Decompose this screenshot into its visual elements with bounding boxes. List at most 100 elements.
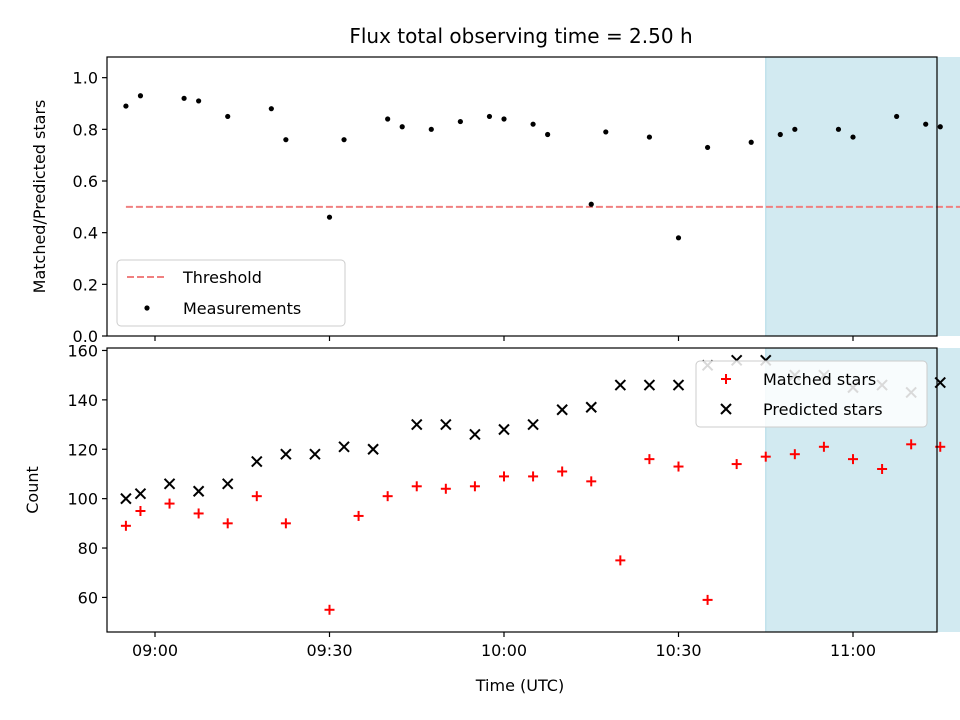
predicted-star-point	[120, 492, 132, 505]
legend-measurement-swatch	[144, 305, 150, 311]
legend-threshold-label: Threshold	[182, 268, 262, 287]
x-tick-label: 09:00	[132, 641, 178, 660]
matched-star-point	[615, 555, 626, 566]
predicted-star-point	[498, 423, 510, 436]
measurement-point	[196, 98, 202, 104]
matched-star-point	[324, 604, 335, 615]
measurement-point	[283, 137, 289, 143]
measurement-point	[268, 106, 274, 112]
x-tick-label: 10:00	[481, 641, 527, 660]
ratio-panel: 0.0 0.2 0.4 0.6 0.8 1.0 Matched/Predicted star…	[30, 56, 960, 346]
y-tick-label: 60	[78, 588, 98, 607]
matched-star-point	[731, 459, 742, 470]
matched-star-point	[280, 518, 291, 529]
cross-b	[309, 448, 321, 460]
predicted-star-point	[440, 418, 452, 431]
measurement-point	[835, 126, 842, 132]
predicted-star-point	[280, 448, 292, 460]
predicted-star-point	[222, 478, 234, 490]
cross-b	[498, 423, 510, 436]
cross-b	[251, 455, 263, 468]
y-tick-label: 1.0	[73, 69, 98, 88]
predicted-star-point	[163, 478, 176, 490]
predicted-star-point	[556, 404, 568, 416]
measurement-point	[341, 137, 347, 143]
matched-star-point	[818, 441, 829, 452]
cross-b	[556, 404, 568, 416]
legend-box	[116, 259, 346, 327]
y-tick-label: 80	[78, 539, 98, 558]
measurement-point	[675, 235, 682, 241]
matched-star-point	[557, 466, 568, 477]
x-tick-label: 10:30	[655, 641, 701, 660]
axes-frame	[106, 347, 938, 633]
matched-star-point	[702, 594, 713, 605]
y-tick-label: 100	[67, 490, 98, 509]
measurement-point	[501, 116, 507, 122]
legend-matched-label: Matched stars	[763, 370, 876, 389]
legend-predicted-label: Predicted stars	[763, 400, 883, 419]
measurement-point	[326, 214, 333, 220]
cross-b	[280, 448, 292, 460]
measurement-point	[603, 129, 609, 135]
predicted-star-point	[338, 441, 350, 453]
measurement-point	[777, 131, 783, 138]
measurement-point	[457, 118, 463, 125]
cross-b	[527, 418, 539, 431]
matched-star-point	[251, 491, 262, 502]
matched-star-point	[906, 439, 917, 450]
legend-box	[695, 360, 928, 428]
matched-star-point	[877, 464, 888, 475]
y-tick-label: 140	[67, 391, 98, 410]
cross-b	[672, 379, 685, 391]
matched-star-point	[193, 508, 204, 519]
matched-star-point	[382, 491, 393, 502]
measurement-point	[937, 124, 943, 130]
measurement-point	[123, 103, 129, 109]
measurement-point	[748, 139, 754, 145]
measurement-point	[545, 131, 551, 138]
predicted-star-point	[469, 428, 481, 441]
legend-measurement-label: Measurements	[183, 299, 301, 318]
y-tick-label: 0.4	[73, 224, 98, 243]
matched-star-point	[353, 510, 364, 521]
matched-star-point	[586, 476, 597, 487]
matched-star-point	[135, 505, 146, 516]
figure-title: Flux total observing time = 2.50 h	[349, 24, 692, 48]
matched-star-point	[469, 481, 480, 492]
observing-window-span	[765, 57, 960, 336]
cross-b	[469, 428, 481, 441]
predicted-star-point	[192, 485, 205, 497]
y-tick-label: 120	[67, 440, 98, 459]
measurement-point	[850, 134, 856, 140]
matched-star-point	[411, 481, 422, 492]
x-axis-label: Time (UTC)	[475, 676, 564, 695]
cross-b	[338, 441, 350, 453]
predicted-star-point	[643, 379, 656, 391]
predicted-star-point	[672, 379, 685, 391]
predicted-star-point	[251, 455, 263, 468]
x-tick-label: 09:30	[306, 641, 352, 660]
measurement-point	[588, 201, 594, 207]
matched-star-point	[499, 471, 509, 482]
predicted-star-point	[367, 443, 379, 455]
matched-star-point	[673, 461, 684, 472]
y-tick-label: 0.8	[73, 120, 98, 139]
y-tick-label: 0.0	[73, 327, 98, 346]
cross-b	[440, 418, 452, 431]
matched-star-point	[789, 449, 800, 460]
predicted-star-point	[614, 379, 627, 391]
measurement-point	[385, 116, 391, 122]
cross-b	[120, 492, 132, 505]
y-axis-label: Count	[23, 466, 42, 514]
matched-star-point	[164, 498, 175, 509]
measurement-point	[704, 144, 711, 151]
cross-b	[163, 478, 176, 490]
matched-star-point	[440, 483, 451, 494]
matched-star-point	[528, 471, 539, 482]
count-panel: 60 80 100 120 140 160 09:00 09:30 10:00 10:30 11:0…	[23, 341, 960, 695]
cross-b	[585, 401, 597, 413]
cross-b	[192, 485, 205, 497]
measurement-point	[894, 113, 900, 120]
